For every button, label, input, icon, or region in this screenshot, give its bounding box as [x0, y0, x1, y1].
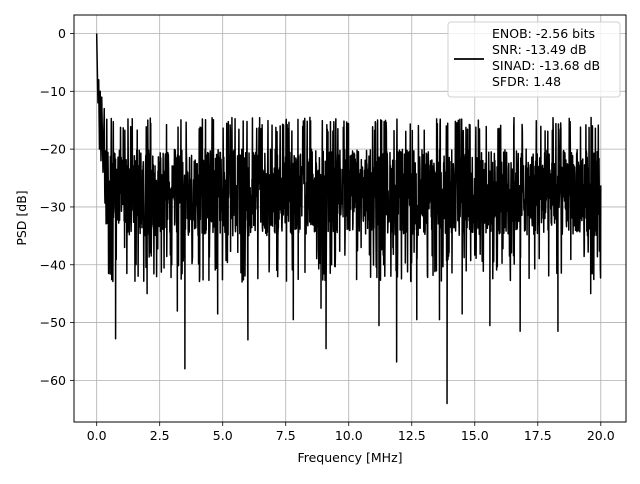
legend-entry-sinad: SINAD: -13.68 dB: [492, 58, 600, 73]
psd-series-line: [95, 33, 602, 405]
x-tick-label: 17.5: [524, 428, 552, 443]
x-tick-label: 2.5: [150, 428, 170, 443]
y-tick-label: −40: [40, 257, 66, 272]
y-tick-label: −50: [40, 315, 66, 330]
x-tick-label: 7.5: [276, 428, 296, 443]
plot-frame: [73, 14, 627, 423]
y-tick-label: −20: [40, 142, 66, 157]
x-tick-label: 10.0: [335, 428, 363, 443]
x-axis-label: Frequency [MHz]: [297, 450, 402, 465]
y-tick-label: 0: [58, 26, 66, 41]
x-tick-label: 0.0: [87, 428, 107, 443]
legend-entry-sfdr: SFDR: 1.48: [492, 74, 561, 89]
legend-box: [447, 21, 621, 98]
x-tick-label: 5.0: [213, 428, 233, 443]
x-tick-label: 20.0: [587, 428, 615, 443]
y-tick-label: −60: [40, 373, 66, 388]
axis-ticks: 0.0 2.5 5.0 7.5 10.0 12.5 15.0 17.5 20.0 0 −10 −20 −…: [40, 26, 615, 443]
legend-entry-snr: SNR: -13.49 dB: [492, 42, 587, 57]
legend: ENOB: -2.56 bits SNR: -13.49 dB SINAD: -…: [447, 21, 621, 98]
y-tick-label: −30: [40, 199, 66, 214]
plot-area: [95, 33, 602, 405]
x-tick-label: 12.5: [398, 428, 426, 443]
x-tick-label: 15.0: [461, 428, 489, 443]
y-axis-label: PSD [dB]: [14, 190, 29, 245]
legend-entry-enob: ENOB: -2.56 bits: [492, 26, 595, 41]
y-tick-label: −10: [40, 84, 66, 99]
